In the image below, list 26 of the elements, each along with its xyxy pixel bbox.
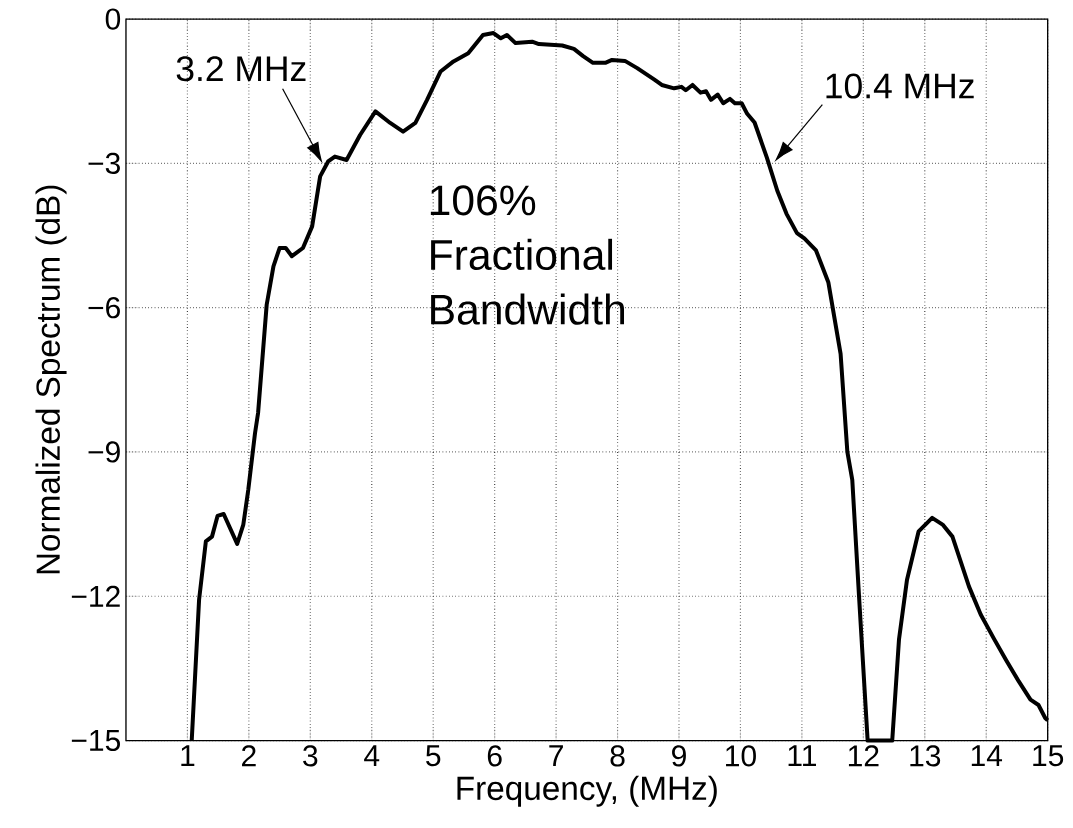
x-axis-title: Frequency, (MHz) [457,775,717,807]
y-axis-title: Normalized Spectrum (dB) [35,185,67,574]
x-tick-label: 9 [672,745,686,767]
annotation: 106% Fractional Bandwidth [430,185,625,325]
y-tick-label: −3 [88,152,120,175]
y-tick-label: −15 [71,730,120,752]
x-tick-label: 1 [181,745,195,767]
x-tick-label: 6 [487,745,502,767]
annotation: 3.2 MHz [176,56,306,82]
x-tick-label: 2 [242,745,256,767]
annotation: 10.4 MHz [826,73,974,99]
x-tick-label: 13 [910,745,941,767]
y-tick-label: 0 [105,8,121,30]
x-tick-label: 15 [1033,745,1064,767]
y-tick-label: −6 [88,297,120,319]
x-tick-label: 5 [426,745,441,767]
x-tick-label: 3 [303,745,318,767]
y-tick-label: −9 [88,441,120,463]
x-tick-label: 14 [971,745,1003,767]
x-tick-label: 4 [364,745,380,767]
x-tick-label: 11 [788,745,816,767]
x-tick-label: 8 [610,745,625,767]
x-tick-label: 12 [848,745,879,767]
y-tick-label: −12 [71,585,120,607]
x-tick-label: 7 [549,745,563,767]
x-tick-label: 10 [726,745,756,767]
